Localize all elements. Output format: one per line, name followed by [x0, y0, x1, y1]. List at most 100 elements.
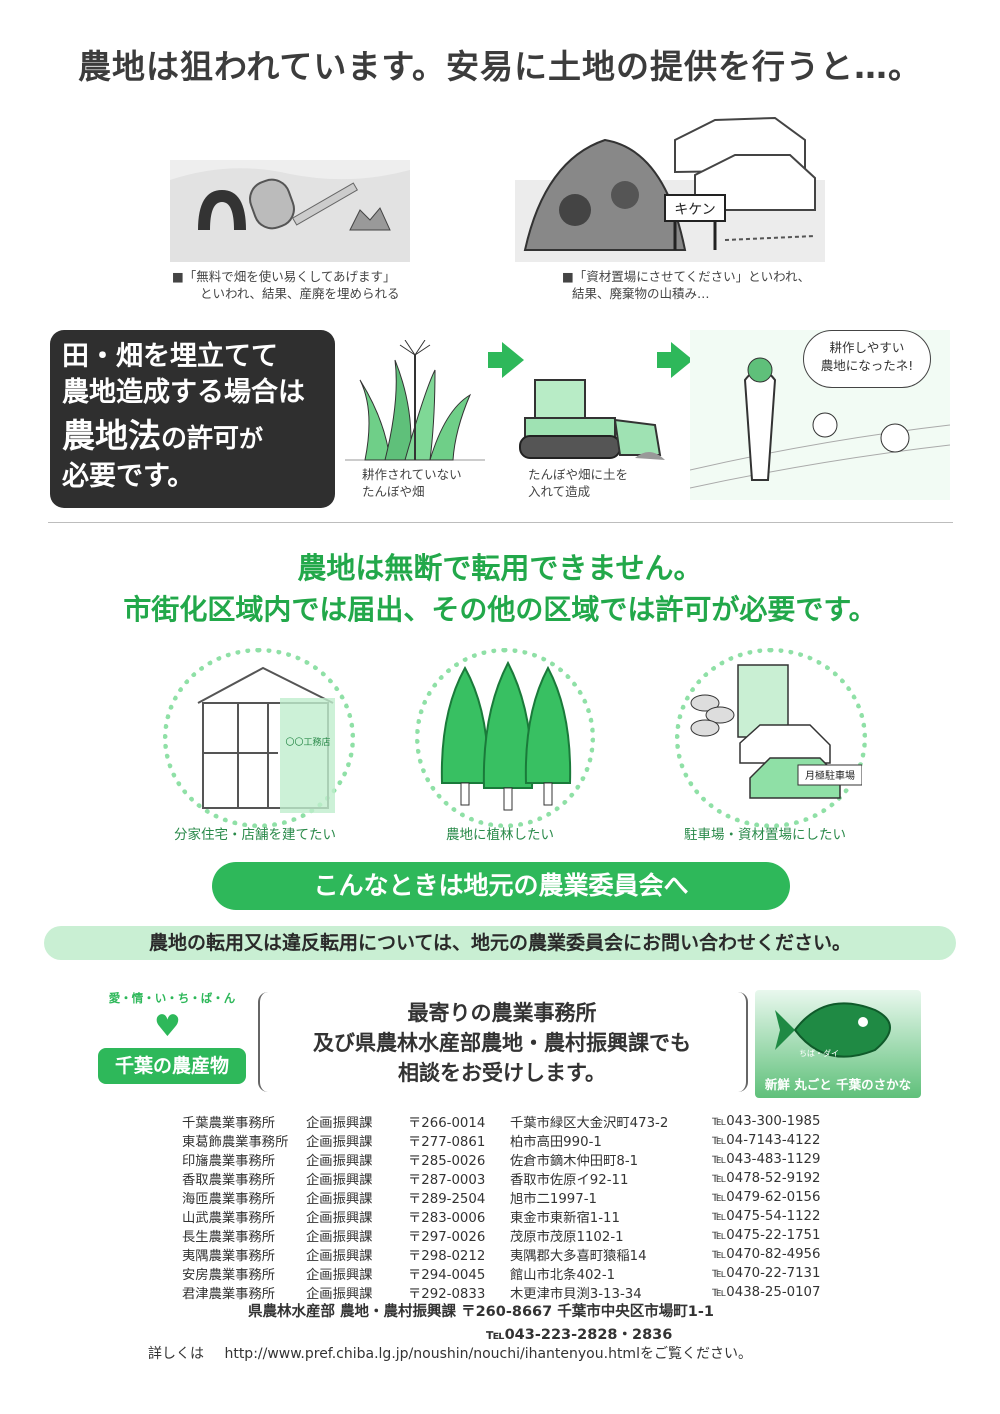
office-tel: ℡0475-54-1122 [712, 1209, 821, 1224]
office-row: 印旛農業事務所 企画振興課 〒285-0026 佐倉市鏑木仲田町8-1 ℡043-483… [182, 1150, 858, 1169]
office-name: 印旛農業事務所 [182, 1154, 276, 1169]
caption-step2: たんぼや畑に土を 入れて造成 [528, 467, 629, 499]
illustration-uncultivated-field [345, 339, 485, 470]
caption-parking: 駐車場・資材置場にしたい [684, 827, 846, 843]
office-row: 香取農業事務所 企画振興課 〒287-0003 香取市佐原イ92-11 ℡0478-52… [182, 1169, 858, 1188]
office-row: 千葉農業事務所 企画振興課 〒266-0014 千葉市緑区大金沢町473-2 ℡043-… [182, 1112, 858, 1131]
office-address: 木更津市貝渕3-13-34 [510, 1287, 642, 1302]
office-section: 企画振興課 [306, 1135, 373, 1150]
offices-table: 千葉農業事務所 企画振興課 〒266-0014 千葉市緑区大金沢町473-2 ℡043-… [182, 1112, 858, 1302]
arrow-right-icon-2 [657, 342, 693, 378]
speech-bubble: 耕作しやすい 農地になったネ! [803, 330, 931, 388]
office-tel: ℡0475-22-1751 [712, 1228, 821, 1243]
consult-text: 最寄りの農業事務所 及び県農林水産部農地・農村振興課でも 相談をお受けします。 [313, 1001, 691, 1085]
office-row: 海匝農業事務所 企画振興課 〒289-2504 旭市二1997-1 ℡0479-62-0… [182, 1188, 858, 1207]
office-zip: 〒283-0006 [408, 1211, 486, 1226]
office-zip: 〒294-0045 [408, 1268, 486, 1283]
circle-house: 〇〇工務店 [163, 648, 355, 828]
landfill-line-4: 必要です。 [62, 461, 195, 492]
office-row: 長生農業事務所 企画振興課 〒297-0026 茂原市茂原1102-1 ℡0475-22… [182, 1226, 858, 1245]
office-name: 千葉農業事務所 [182, 1116, 276, 1131]
section-divider [48, 522, 953, 523]
office-address: 東金市東新宿1-11 [510, 1211, 620, 1226]
fish-logo-text: 新鮮 丸ごと 千葉のさかな [764, 1077, 912, 1092]
conversion-heading-1: 農地は無断で転用できません。 [297, 551, 703, 585]
office-address: 夷隅郡大多喜町猿稲14 [510, 1249, 647, 1264]
chiba-produce-logo: 愛・情・い・ち・ば・ん ♥ 千葉の農産物 [98, 990, 246, 1090]
office-section: 企画振興課 [306, 1230, 373, 1245]
buried-waste-drawing [170, 168, 410, 262]
office-section: 企画振興課 [306, 1268, 373, 1283]
office-name: 長生農業事務所 [182, 1230, 276, 1245]
office-name: 山武農業事務所 [182, 1211, 276, 1226]
caption-waste-pile: ■「資材置場にさせてください」といわれ、 結果、廃棄物の山積み… [562, 269, 811, 301]
fish-label: ちば・ダイ [799, 1049, 839, 1058]
circle-trees [415, 648, 595, 828]
office-address: 旭市二1997-1 [510, 1192, 597, 1207]
office-zip: 〒298-0212 [408, 1249, 486, 1264]
grass-drawing [345, 339, 485, 461]
logo-name: 千葉の農産物 [98, 1048, 246, 1084]
landfill-permit-box: 田・畑を埋立てて 農地造成する場合は 農地法の許可が 必要です。 [50, 330, 335, 508]
office-row: 安房農業事務所 企画振興課 〒294-0045 館山市北条402-1 ℡0470-22-… [182, 1264, 858, 1283]
office-tel: ℡04-7143-4122 [712, 1133, 821, 1148]
office-tel: ℡0470-22-7131 [712, 1266, 821, 1281]
office-zip: 〒287-0003 [408, 1173, 486, 1188]
illustration-waste-pile: キケン [515, 100, 825, 262]
heart-icon: ♥ [154, 1009, 181, 1044]
arrow-right-icon [488, 342, 524, 378]
office-section: 企画振興課 [306, 1116, 373, 1131]
office-address: 香取市佐原イ92-11 [510, 1173, 629, 1188]
trees-drawing [440, 660, 572, 811]
contact-note-banner: 農地の転用又は違反転用については、地元の農業委員会にお問い合わせください。 [44, 926, 956, 960]
circle-parking: 月極駐車場 [675, 648, 867, 828]
office-name: 安房農業事務所 [182, 1268, 276, 1283]
office-name: 夷隅農業事務所 [182, 1249, 276, 1264]
contact-committee-banner: こんなときは地元の農業委員会へ [212, 862, 790, 910]
caption-house: 分家住宅・店舗を建てたい [174, 827, 336, 843]
farmland-characters-drawing [689, 357, 951, 489]
office-zip: 〒297-0026 [408, 1230, 486, 1245]
office-row: 東葛飾農業事務所 企画振興課 〒277-0861 柏市高田990-1 ℡04-7143-… [182, 1131, 858, 1150]
office-tel: ℡0479-62-0156 [712, 1190, 821, 1205]
office-name: 香取農業事務所 [182, 1173, 276, 1188]
caption-trees: 農地に植林したい [446, 827, 554, 843]
office-section: 企画振興課 [306, 1173, 373, 1188]
footer-text: 詳しくは http://www.pref.chiba.lg.jp/noushin… [148, 1343, 752, 1363]
office-zip: 〒266-0014 [408, 1116, 486, 1131]
office-tel: ℡0438-25-0107 [712, 1285, 821, 1300]
footer-prefix: 詳しくは [148, 1346, 204, 1362]
landfill-line-3: 農地法の許可が [62, 416, 264, 455]
logo-arc-text: 愛・情・い・ち・ば・ん [108, 991, 236, 1005]
landfill-line-1: 田・畑を埋立てて [62, 341, 278, 372]
office-section: 企画振興課 [306, 1154, 373, 1169]
illustration-bulldozer [515, 370, 665, 465]
danger-sign: キケン [674, 202, 716, 218]
office-tel: ℡043-483-1129 [712, 1152, 821, 1167]
office-zip: 〒277-0861 [408, 1135, 486, 1150]
office-name: 東葛飾農業事務所 [182, 1135, 289, 1150]
office-section: 企画振興課 [306, 1211, 373, 1226]
office-name: 君津農業事務所 [182, 1287, 276, 1302]
parking-sign: 月極駐車場 [805, 769, 855, 782]
illustration-buried-waste [170, 160, 410, 262]
office-section: 企画振興課 [306, 1287, 373, 1302]
office-zip: 〒292-0833 [408, 1287, 486, 1302]
fish-icon [775, 1002, 891, 1058]
landfill-line-2: 農地造成する場合は [62, 377, 305, 408]
construction-sign: 〇〇工務店 [285, 736, 330, 748]
hq-address: 県農林水産部 農地・農村振興課 〒260-8667 千葉市中央区市場町1-1 [248, 1304, 714, 1320]
office-tel: ℡043-300-1985 [712, 1114, 821, 1129]
consult-bracket [258, 992, 748, 1092]
office-tel: ℡0470-82-4956 [712, 1247, 821, 1262]
footer-url-link[interactable]: http://www.pref.chiba.lg.jp/noushin/nouc… [224, 1346, 752, 1362]
office-address: 佐倉市鏑木仲田町8-1 [510, 1154, 639, 1169]
office-address: 千葉市緑区大金沢町473-2 [510, 1116, 669, 1131]
office-section: 企画振興課 [306, 1249, 373, 1264]
office-zip: 〒289-2504 [408, 1192, 486, 1207]
office-section: 企画振興課 [306, 1192, 373, 1207]
office-row: 君津農業事務所 企画振興課 〒292-0833 木更津市貝渕3-13-34 ℡0438-… [182, 1283, 858, 1302]
chiba-fish-logo: ちば・ダイ 新鮮 丸ごと 千葉のさかな [755, 990, 921, 1098]
waste-pile-drawing: キケン [515, 116, 825, 262]
bulldozer-drawing [519, 379, 665, 460]
